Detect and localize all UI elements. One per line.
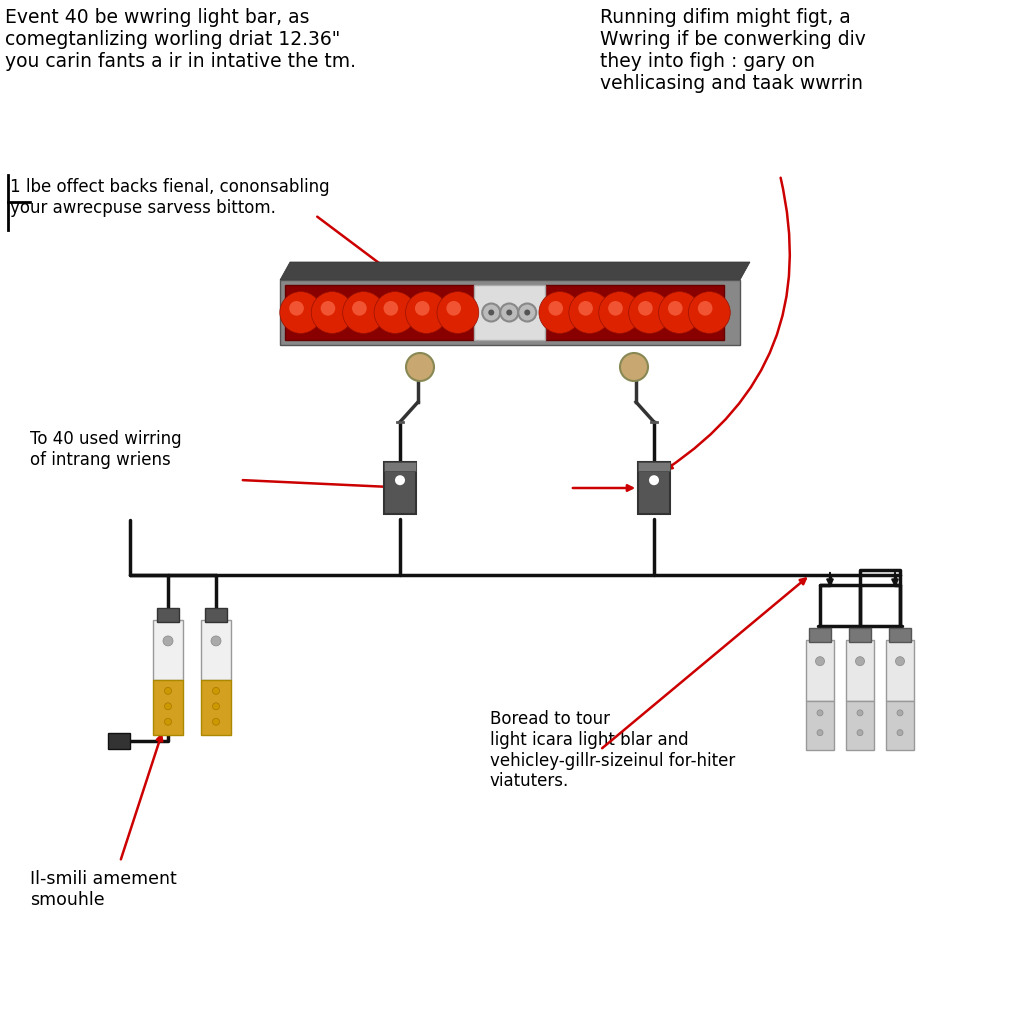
Bar: [108, 733, 130, 749]
Circle shape: [406, 353, 434, 381]
Bar: [384, 462, 416, 471]
Circle shape: [352, 301, 367, 315]
Circle shape: [321, 301, 335, 315]
Circle shape: [897, 730, 903, 735]
Circle shape: [817, 710, 823, 716]
Circle shape: [579, 301, 593, 315]
Circle shape: [213, 718, 219, 725]
Circle shape: [343, 292, 384, 334]
Circle shape: [165, 702, 171, 710]
Text: Il-smili amement
smouhle: Il-smili amement smouhle: [30, 870, 177, 909]
Circle shape: [280, 292, 322, 334]
Bar: [205, 608, 227, 622]
Circle shape: [697, 301, 713, 315]
Circle shape: [857, 710, 863, 716]
Bar: [201, 620, 231, 680]
Circle shape: [384, 301, 398, 315]
Text: Boread to tour
light icara light blar and
vehicley-gillr-sizeinul for-hiter
viat: Boread to tour light icara light blar an…: [490, 710, 735, 791]
Bar: [153, 620, 183, 680]
Bar: [638, 462, 670, 514]
Circle shape: [857, 730, 863, 735]
Circle shape: [855, 656, 864, 666]
Polygon shape: [280, 262, 750, 280]
Circle shape: [539, 292, 581, 334]
Circle shape: [406, 292, 447, 334]
Circle shape: [506, 309, 512, 315]
Circle shape: [482, 303, 501, 322]
Circle shape: [289, 301, 304, 315]
Circle shape: [608, 301, 623, 315]
Circle shape: [524, 309, 530, 315]
Circle shape: [688, 292, 730, 334]
Circle shape: [311, 292, 353, 334]
Circle shape: [163, 636, 173, 646]
Circle shape: [395, 475, 406, 485]
Circle shape: [897, 710, 903, 716]
Circle shape: [668, 301, 683, 315]
Circle shape: [620, 353, 648, 381]
Text: 1 lbe offect backs fienal, cononsabling
your awrecpuse sarvess bittom.: 1 lbe offect backs fienal, cononsabling …: [10, 178, 330, 217]
Circle shape: [569, 292, 610, 334]
Bar: [473, 285, 545, 340]
Bar: [806, 700, 834, 750]
Circle shape: [599, 292, 641, 334]
Circle shape: [501, 303, 518, 322]
Circle shape: [165, 718, 171, 725]
Bar: [153, 680, 183, 735]
Circle shape: [649, 475, 659, 485]
Circle shape: [658, 292, 700, 334]
Bar: [806, 640, 834, 700]
Circle shape: [488, 309, 495, 315]
Circle shape: [211, 636, 221, 646]
Bar: [638, 462, 670, 471]
Bar: [846, 640, 874, 700]
Circle shape: [446, 301, 461, 315]
Circle shape: [549, 301, 563, 315]
Bar: [846, 700, 874, 750]
Circle shape: [437, 292, 479, 334]
Text: To 40 used wirring
of intrang wriens: To 40 used wirring of intrang wriens: [30, 430, 181, 469]
Circle shape: [638, 301, 652, 315]
Bar: [384, 462, 416, 514]
Circle shape: [896, 656, 904, 666]
Bar: [886, 700, 914, 750]
Circle shape: [213, 702, 219, 710]
Text: Running difim might figt, a
Wwring if be conwerking div
they into figh : gary on: Running difim might figt, a Wwring if be…: [600, 8, 866, 93]
Circle shape: [415, 301, 430, 315]
Bar: [545, 285, 724, 340]
Circle shape: [518, 303, 537, 322]
Circle shape: [165, 687, 171, 694]
Bar: [285, 285, 473, 340]
Bar: [280, 280, 740, 345]
Bar: [201, 680, 231, 735]
Bar: [886, 640, 914, 700]
Circle shape: [629, 292, 671, 334]
Circle shape: [815, 656, 824, 666]
Bar: [889, 628, 911, 642]
Text: Event 40 be wwring light bar, as
comegtanlizing worling driat 12.36"
you carin f: Event 40 be wwring light bar, as comegta…: [5, 8, 356, 71]
Bar: [157, 608, 179, 622]
Bar: [849, 628, 871, 642]
Circle shape: [374, 292, 416, 334]
Circle shape: [817, 730, 823, 735]
Bar: [809, 628, 831, 642]
Circle shape: [213, 687, 219, 694]
